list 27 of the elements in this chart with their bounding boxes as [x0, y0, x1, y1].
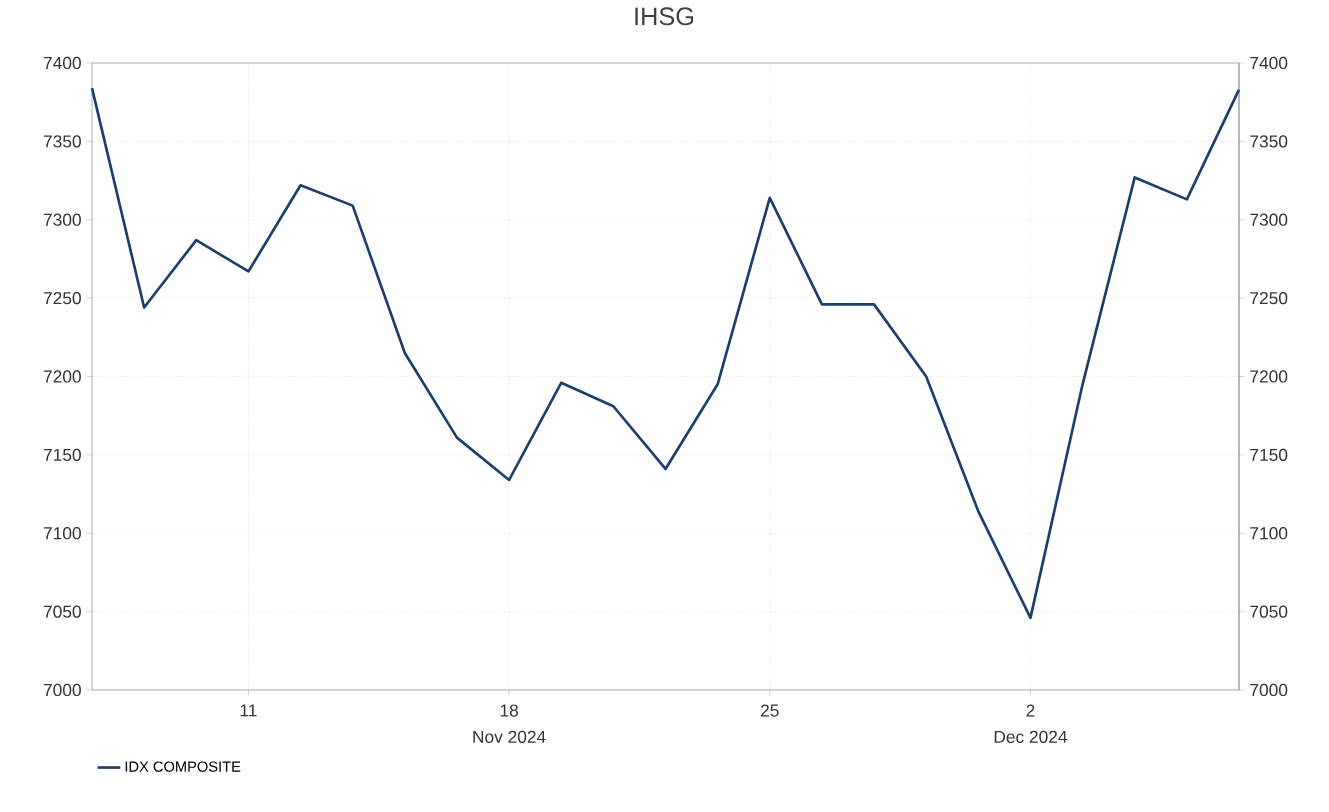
y2-tick-label: 7150	[1250, 448, 1288, 461]
y2-tick-label: 7350	[1250, 135, 1288, 148]
text: Dec 2024	[994, 730, 1068, 743]
y-tick-label: 7400	[43, 56, 81, 70]
y-tick-label: 7200	[43, 370, 81, 383]
y-tick-label: 7150	[43, 448, 81, 461]
x-tick-label: 11	[240, 704, 257, 717]
text: Nov 2024	[473, 730, 546, 743]
y-tick-label: 7000	[43, 683, 81, 697]
y-tick-label: 7300	[43, 213, 81, 226]
y-tick-label: 7250	[43, 291, 81, 305]
y2-tick-label: 7000	[1250, 683, 1288, 697]
y2-tick-label: 7100	[1250, 527, 1288, 540]
legend-label: IDX COMPOSITE	[125, 761, 241, 772]
y-tick-label: 7100	[43, 527, 81, 540]
line-series	[90, 86, 1241, 620]
y2-tick-label: 7300	[1250, 213, 1288, 226]
y-tick-label: 7350	[43, 135, 81, 148]
chart-title: IHSG	[635, 7, 694, 26]
y2-tick-label: 7400	[1250, 56, 1288, 70]
x-tick-label: 18	[500, 704, 518, 717]
y2-tick-label: 7200	[1250, 370, 1288, 383]
y2-tick-label: 7250	[1250, 291, 1288, 305]
x-tick-label: 25	[761, 704, 779, 717]
x-tick-label: 2	[1026, 704, 1035, 717]
y-tick-label: 7050	[43, 605, 81, 618]
y2-tick-label: 7050	[1250, 605, 1288, 618]
